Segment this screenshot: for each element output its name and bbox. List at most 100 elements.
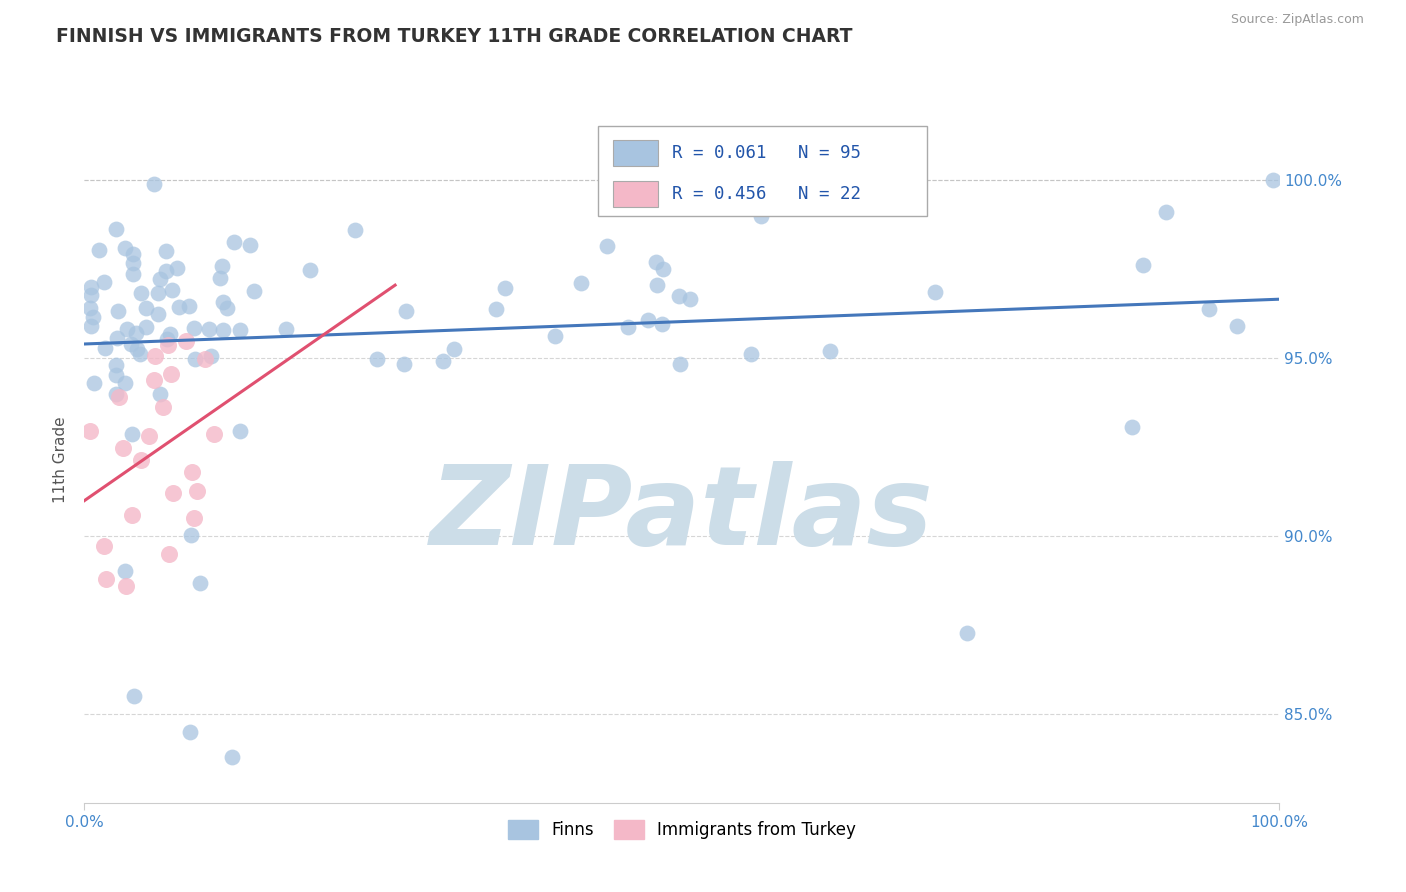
- Point: [395, 303, 418, 318]
- Point: [229, 425, 252, 439]
- Point: [121, 247, 143, 261]
- Point: [122, 256, 145, 270]
- Point: [366, 351, 388, 366]
- Point: [344, 223, 367, 237]
- Point: [188, 575, 211, 590]
- Point: [80, 319, 103, 334]
- Point: [149, 272, 172, 286]
- Point: [637, 313, 659, 327]
- Point: [114, 564, 136, 578]
- Point: [146, 286, 169, 301]
- Point: [183, 351, 205, 366]
- Point: [222, 235, 245, 250]
- Point: [208, 270, 231, 285]
- Point: [740, 347, 762, 361]
- Point: [179, 724, 201, 739]
- Point: [751, 209, 773, 223]
- Point: [202, 427, 225, 442]
- Point: [166, 261, 188, 276]
- Point: [494, 281, 516, 295]
- Point: [239, 237, 262, 252]
- Point: [200, 349, 222, 363]
- Point: [1121, 420, 1143, 434]
- Point: [79, 301, 101, 315]
- Point: [121, 508, 143, 522]
- Point: [93, 539, 115, 553]
- Point: [924, 285, 946, 299]
- Point: [149, 386, 172, 401]
- Point: [162, 283, 184, 297]
- Point: [162, 486, 184, 500]
- Point: [485, 302, 508, 317]
- Point: [114, 376, 136, 390]
- Point: [1132, 258, 1154, 272]
- Point: [94, 572, 117, 586]
- Point: [174, 334, 197, 348]
- Point: [93, 275, 115, 289]
- Point: [80, 279, 103, 293]
- Point: [82, 310, 104, 325]
- Point: [669, 357, 692, 371]
- Point: [107, 391, 129, 405]
- Text: R = 0.456   N = 22: R = 0.456 N = 22: [672, 185, 862, 202]
- Point: [94, 341, 117, 355]
- Text: Source: ZipAtlas.com: Source: ZipAtlas.com: [1230, 13, 1364, 27]
- Point: [104, 386, 127, 401]
- Point: [114, 241, 136, 255]
- Point: [104, 368, 127, 383]
- Point: [1263, 173, 1285, 187]
- Point: [299, 262, 322, 277]
- Point: [198, 322, 221, 336]
- Point: [180, 528, 202, 542]
- Point: [105, 358, 128, 372]
- Point: [87, 244, 110, 258]
- Point: [146, 307, 169, 321]
- Point: [211, 260, 233, 274]
- Point: [115, 579, 138, 593]
- Text: R = 0.061   N = 95: R = 0.061 N = 95: [672, 145, 862, 162]
- Point: [105, 331, 128, 345]
- Point: [679, 293, 702, 307]
- Point: [156, 338, 179, 352]
- Point: [956, 626, 979, 640]
- Point: [159, 368, 181, 382]
- Y-axis label: 11th Grade: 11th Grade: [52, 416, 67, 503]
- Point: [211, 323, 233, 337]
- Point: [135, 319, 157, 334]
- Point: [243, 284, 266, 298]
- Point: [645, 254, 668, 268]
- Point: [79, 425, 101, 439]
- Point: [1198, 301, 1220, 316]
- Point: [215, 301, 238, 315]
- Point: [432, 354, 454, 368]
- Point: [131, 285, 153, 300]
- Point: [125, 343, 148, 357]
- Point: [1154, 204, 1177, 219]
- Point: [142, 374, 165, 388]
- Point: [183, 511, 205, 525]
- Point: [569, 276, 592, 290]
- Text: ZIPatlas: ZIPatlas: [430, 461, 934, 568]
- Point: [156, 332, 179, 346]
- Point: [595, 238, 617, 252]
- Point: [107, 304, 129, 318]
- Point: [180, 465, 202, 479]
- Bar: [613, 180, 658, 207]
- Point: [186, 483, 208, 498]
- Point: [274, 322, 297, 336]
- Point: [143, 349, 166, 363]
- Point: [221, 749, 243, 764]
- Point: [83, 376, 105, 391]
- Point: [135, 301, 157, 315]
- Point: [152, 400, 174, 414]
- Point: [229, 323, 252, 337]
- Text: FINNISH VS IMMIGRANTS FROM TURKEY 11TH GRADE CORRELATION CHART: FINNISH VS IMMIGRANTS FROM TURKEY 11TH G…: [56, 27, 853, 45]
- Point: [80, 287, 103, 301]
- Point: [645, 278, 668, 293]
- Point: [142, 178, 165, 192]
- Point: [115, 321, 138, 335]
- Point: [818, 343, 841, 358]
- Point: [443, 342, 465, 356]
- Point: [179, 299, 201, 313]
- Bar: [613, 140, 658, 167]
